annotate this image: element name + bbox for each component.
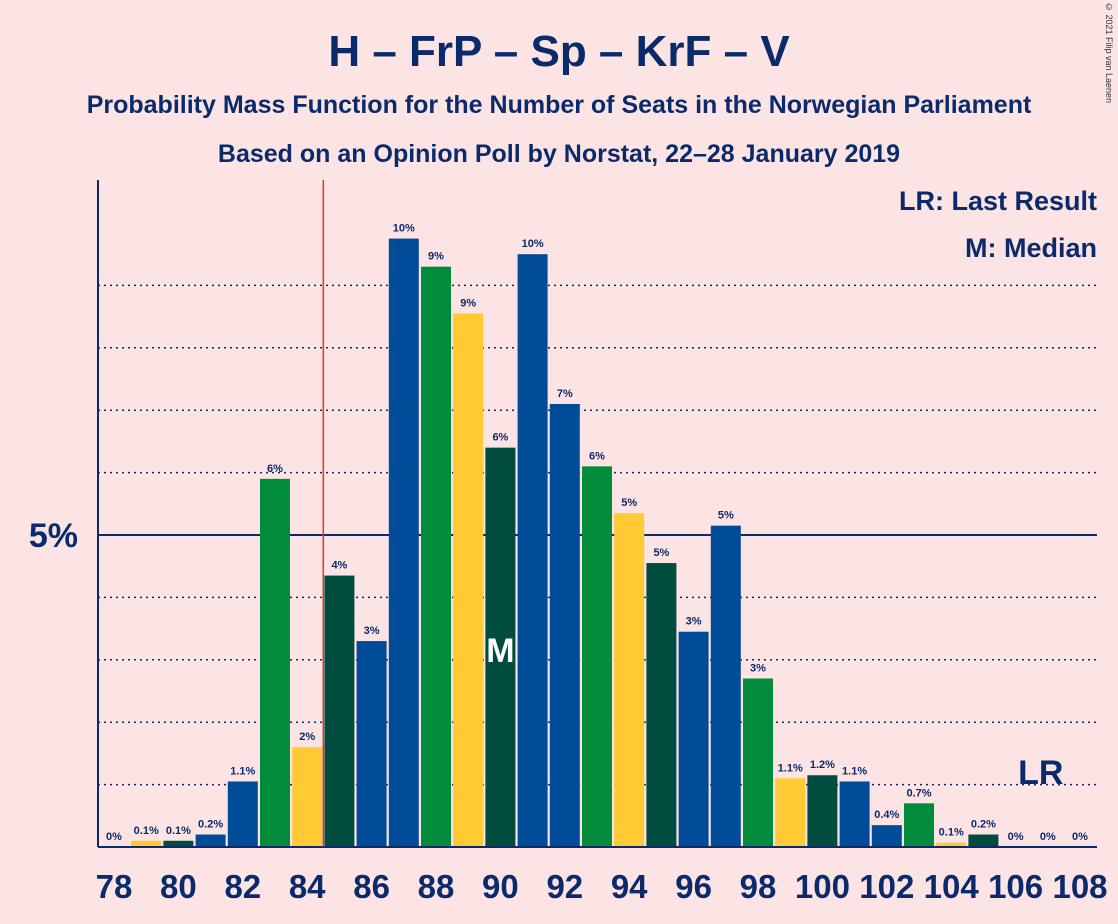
bar-seat-85 [324, 575, 355, 847]
bar-label-seat-88: 9% [428, 251, 444, 263]
bars [131, 238, 999, 848]
bar-seat-101 [839, 781, 870, 847]
x-axis-ticks: 78 80 82 84 86 88 90 92 94 96 98 100 102 104 106 108 [96, 868, 1108, 905]
bar-label-seat-97: 5% [718, 510, 734, 522]
bar-label-seat-80: 0.1% [166, 825, 191, 837]
bar-label-seat-86: 3% [364, 625, 380, 637]
chart-title: H – FrP – Sp – KrF – V [328, 27, 790, 76]
bar-seat-91 [517, 254, 548, 847]
bar-label-seat-84: 2% [299, 731, 315, 743]
bar-seat-90 [485, 447, 516, 847]
bar-seat-80 [163, 840, 194, 847]
bar-label-seat-87: 10% [393, 223, 415, 235]
bar-seat-96 [678, 631, 709, 847]
bar-label-seat-81: 0.2% [198, 819, 223, 831]
bar-label-seat-83: 6% [267, 463, 283, 475]
copyright-note: © 2021 Filip van Laenen [1104, 2, 1114, 104]
bar-label-seat-78: 0% [106, 831, 122, 843]
x-tick-label: 94 [611, 868, 648, 905]
bar-seat-87 [388, 238, 419, 848]
bar-label-seat-105: 0.2% [971, 819, 996, 831]
y-tick-label: 5% [29, 517, 78, 555]
x-tick-label: 82 [224, 868, 261, 905]
bar-seat-83 [260, 478, 290, 847]
bar-seat-88 [421, 266, 451, 847]
chart-subtitle: Probability Mass Function for the Number… [87, 91, 1032, 119]
legend-median: M: Median [965, 233, 1097, 263]
bar-label-seat-89: 9% [460, 297, 476, 309]
bar-seat-89 [453, 313, 484, 848]
bar-label-seat-107: 0% [1040, 831, 1056, 843]
bar-label-seat-85: 4% [331, 560, 347, 572]
bar-label-seat-108: 0% [1072, 831, 1088, 843]
x-tick-label: 78 [96, 868, 133, 905]
bar-seat-84 [292, 747, 323, 847]
bar-label-seat-100: 1.2% [810, 759, 835, 771]
bar-seat-100 [807, 775, 838, 847]
x-tick-label: 80 [160, 868, 197, 905]
bar-seat-81 [195, 834, 226, 847]
median-marker: M [486, 632, 514, 670]
bar-seat-92 [549, 403, 580, 847]
x-tick-label: 88 [418, 868, 455, 905]
bar-seat-97 [710, 525, 741, 847]
bar-label-seat-93: 6% [589, 450, 605, 462]
x-tick-label: 90 [482, 868, 519, 905]
bar-labels: 0% 0.1% 0.1% 0.2% 1.1% 6% 2% 4% 3% 10% 9% 9% 6% 10% 7%… [106, 223, 1088, 843]
bar-seat-103 [904, 803, 934, 847]
bar-seat-82 [227, 781, 258, 847]
x-tick-label: 86 [353, 868, 390, 905]
x-tick-label: 98 [740, 868, 777, 905]
x-tick-label: 102 [859, 868, 914, 905]
bar-label-seat-91: 10% [522, 238, 544, 250]
bar-seat-102 [871, 825, 902, 847]
bar-seat-104 [936, 842, 967, 847]
bar-label-seat-101: 1.1% [842, 765, 867, 777]
legend-last-result: LR: Last Result [899, 186, 1097, 216]
x-tick-label: 84 [289, 868, 326, 905]
last-result-marker: LR [1018, 754, 1063, 792]
x-tick-label: 92 [546, 868, 583, 905]
x-tick-label: 106 [988, 868, 1043, 905]
bar-label-seat-82: 1.1% [230, 765, 255, 777]
bar-seat-98 [743, 678, 773, 847]
bar-label-seat-90: 6% [492, 432, 508, 444]
bar-label-seat-96: 3% [686, 616, 702, 628]
x-tick-label: 100 [795, 868, 850, 905]
bar-label-seat-98: 3% [750, 663, 766, 675]
bar-label-seat-92: 7% [557, 388, 573, 400]
bar-seat-93 [582, 466, 612, 847]
bar-seat-94 [614, 513, 645, 847]
bar-seat-99 [775, 778, 806, 847]
x-tick-label: 108 [1052, 868, 1107, 905]
bar-label-seat-102: 0.4% [874, 809, 899, 821]
bar-seat-95 [646, 563, 677, 847]
bar-label-seat-95: 5% [653, 547, 669, 559]
bar-label-seat-99: 1.1% [778, 762, 803, 774]
bar-seat-105 [968, 834, 999, 847]
bar-seat-79 [131, 840, 162, 847]
chart-subtitle-2: Based on an Opinion Poll by Norstat, 22–… [218, 140, 900, 168]
x-tick-label: 104 [924, 868, 980, 905]
x-tick-label: 96 [675, 868, 712, 905]
bar-label-seat-104: 0.1% [939, 827, 964, 839]
bar-label-seat-79: 0.1% [134, 825, 159, 837]
bar-seat-86 [356, 641, 387, 847]
bar-label-seat-103: 0.7% [906, 787, 931, 799]
bar-label-seat-106: 0% [1008, 831, 1024, 843]
bar-label-seat-94: 5% [621, 497, 637, 509]
